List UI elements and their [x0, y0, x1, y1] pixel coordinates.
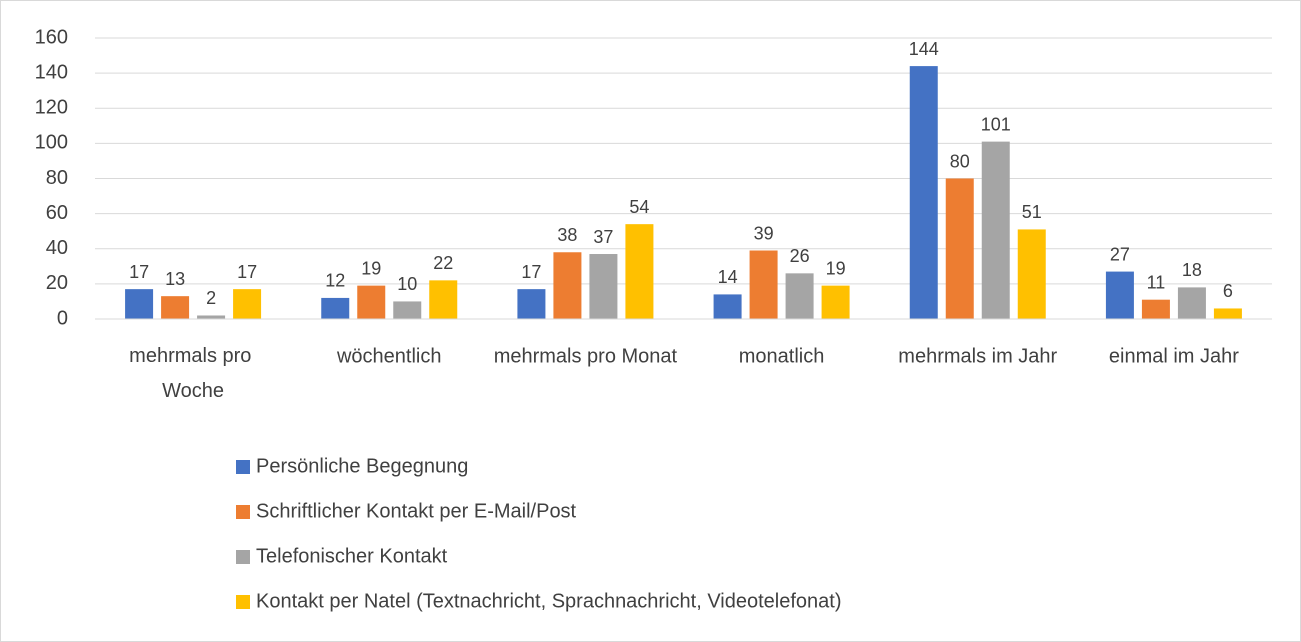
- bar: [821, 285, 850, 319]
- legend-label: Schriftlicher Kontakt per E-Mail/Post: [256, 500, 577, 522]
- bar: [553, 252, 582, 319]
- data-label: 17: [237, 262, 257, 282]
- data-label: 17: [129, 262, 149, 282]
- data-label: 54: [629, 197, 649, 217]
- x-tick-label: monatlich: [739, 345, 825, 367]
- bar: [909, 66, 938, 319]
- data-label: 11: [1147, 272, 1166, 292]
- legend-swatch: [236, 550, 250, 564]
- data-label: 101: [981, 114, 1011, 134]
- bar: [1213, 308, 1242, 319]
- y-tick-label: 100: [35, 132, 68, 154]
- legend-swatch: [236, 595, 250, 609]
- bar: [589, 254, 618, 319]
- bar: [233, 289, 262, 319]
- y-tick-label: 0: [57, 307, 68, 329]
- y-tick-label: 80: [46, 167, 68, 189]
- bar: [1141, 299, 1170, 319]
- bar: [393, 301, 422, 319]
- bar: [749, 250, 778, 319]
- bar: [785, 273, 814, 319]
- data-label: 19: [826, 258, 846, 278]
- data-label: 10: [397, 274, 417, 294]
- data-label: 26: [790, 246, 810, 266]
- bar: [713, 294, 742, 319]
- legend-swatch: [236, 460, 250, 474]
- data-label: 51: [1022, 202, 1042, 222]
- data-label: 2: [206, 288, 216, 308]
- legend-swatch: [236, 505, 250, 519]
- bar: [945, 178, 974, 319]
- legend-label: Telefonischer Kontakt: [256, 545, 448, 567]
- y-tick-label: 160: [35, 26, 68, 48]
- data-label: 39: [754, 223, 774, 243]
- data-label: 22: [433, 253, 453, 273]
- data-label: 27: [1110, 244, 1130, 264]
- data-label: 13: [165, 269, 185, 289]
- y-tick-label: 60: [46, 202, 68, 224]
- legend-label: Kontakt per Natel (Textnachricht, Sprach…: [256, 590, 842, 612]
- data-label: 37: [593, 227, 613, 247]
- x-tick-label: mehrmals pro Woche: [129, 345, 257, 402]
- bar: [197, 315, 226, 319]
- y-tick-label: 120: [35, 97, 68, 119]
- data-label: 12: [325, 271, 345, 291]
- bar: [625, 224, 654, 319]
- bar: [1017, 229, 1046, 319]
- data-label: 80: [950, 151, 970, 171]
- y-tick-label: 140: [35, 61, 68, 83]
- bar: [1105, 271, 1134, 319]
- bar: [125, 289, 154, 319]
- y-tick-label: 20: [46, 272, 68, 294]
- bar: [321, 297, 350, 319]
- bar: [517, 289, 546, 319]
- bar: [1177, 287, 1206, 319]
- data-label: 6: [1223, 281, 1233, 301]
- data-label: 144: [909, 39, 939, 59]
- data-label: 18: [1182, 260, 1202, 280]
- y-tick-label: 40: [46, 237, 68, 259]
- data-label: 14: [718, 267, 738, 287]
- bar: [357, 285, 386, 319]
- x-tick-label: wöchentlich: [336, 345, 442, 367]
- x-tick-label: einmal im Jahr: [1109, 345, 1239, 367]
- x-tick-label: mehrmals im Jahr: [898, 345, 1057, 367]
- bar: [161, 296, 190, 319]
- legend-label: Persönliche Begegnung: [256, 455, 468, 477]
- bar: [429, 280, 458, 319]
- bar: [981, 141, 1010, 319]
- data-label: 19: [361, 258, 381, 278]
- data-label: 17: [521, 262, 541, 282]
- x-tick-label: mehrmals pro Monat: [494, 345, 678, 367]
- data-label: 38: [557, 225, 577, 245]
